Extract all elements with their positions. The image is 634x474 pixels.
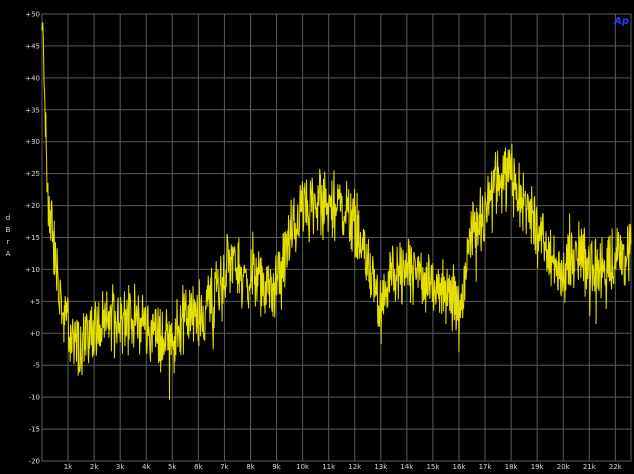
x-tick-label: 11k bbox=[322, 463, 336, 471]
y-tick-label: +20 bbox=[25, 202, 40, 210]
y-axis-label-char: d bbox=[6, 214, 10, 222]
x-tick-label: 20k bbox=[557, 463, 571, 471]
y-tick-label: +15 bbox=[25, 234, 40, 242]
y-axis-label-char: A bbox=[6, 250, 11, 258]
x-tick-label: 18k bbox=[505, 463, 519, 471]
x-tick-label: 1k bbox=[64, 463, 73, 471]
y-axis-ticks: +50 +45 +40 +35 +30 +25 +20 +15 +10 +5 +0 -5 -10 -15 -… bbox=[25, 11, 40, 466]
x-tick-label: 8k bbox=[246, 463, 255, 471]
y-axis-label-char: r bbox=[7, 238, 10, 246]
y-tick-label: +40 bbox=[25, 74, 40, 82]
x-tick-label: 13k bbox=[374, 463, 388, 471]
x-tick-label: 17k bbox=[479, 463, 493, 471]
y-tick-label: +10 bbox=[25, 266, 40, 274]
x-tick-label: 4k bbox=[142, 463, 151, 471]
x-tick-label: 6k bbox=[194, 463, 203, 471]
x-tick-label: 2k bbox=[90, 463, 99, 471]
x-tick-label: 5k bbox=[168, 463, 177, 471]
x-tick-label: 14k bbox=[400, 463, 414, 471]
ap-logo: Ap bbox=[613, 16, 629, 27]
y-tick-label: -10 bbox=[29, 394, 40, 402]
x-tick-label: 12k bbox=[348, 463, 362, 471]
y-tick-label: +45 bbox=[25, 42, 40, 50]
y-tick-label: +50 bbox=[25, 11, 40, 19]
x-tick-label: 16k bbox=[453, 463, 467, 471]
x-tick-label: 22k bbox=[609, 463, 623, 471]
y-tick-label: +35 bbox=[25, 106, 40, 114]
x-tick-label: 9k bbox=[272, 463, 281, 471]
x-axis-ticks: 1k 2k 3k 4k 5k 6k 7k 8k 9k 10k 11k 12k 13k 14k 15k 16k 1… bbox=[64, 463, 623, 471]
y-tick-label: +30 bbox=[25, 138, 40, 146]
y-tick-label: -20 bbox=[29, 458, 40, 466]
spectrum-series-line bbox=[41, 22, 632, 400]
x-tick-label: 21k bbox=[583, 463, 597, 471]
x-tick-label: 10k bbox=[296, 463, 310, 471]
x-tick-label: 7k bbox=[220, 463, 229, 471]
y-tick-label: +5 bbox=[30, 298, 40, 306]
y-tick-label: -5 bbox=[33, 362, 40, 370]
y-tick-label: +25 bbox=[25, 170, 40, 178]
y-tick-label: -15 bbox=[29, 426, 40, 434]
x-tick-label: 3k bbox=[116, 463, 125, 471]
y-axis-label-char: B bbox=[6, 226, 11, 234]
x-tick-label: 15k bbox=[426, 463, 440, 471]
x-tick-label: 19k bbox=[531, 463, 545, 471]
y-tick-label: +0 bbox=[30, 330, 40, 338]
